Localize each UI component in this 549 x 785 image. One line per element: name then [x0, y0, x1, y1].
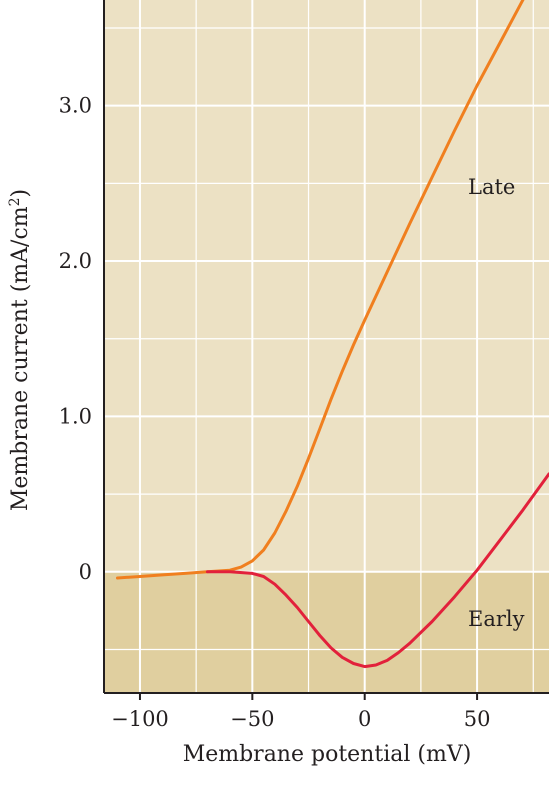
series-label-early: Early [468, 607, 525, 631]
y-axis-title-superscript: 2 [7, 197, 23, 206]
y-tick-label: 1.0 [59, 404, 92, 428]
x-tick-label: −100 [111, 707, 169, 731]
y-tick-label: 2.0 [59, 249, 92, 273]
y-axis-title-close: ) [8, 189, 33, 198]
x-tick-label: −50 [230, 707, 274, 731]
x-axis-title: Membrane potential (mV) [183, 742, 472, 767]
negative-current-region [104, 572, 549, 693]
y-axis-title: Membrane current (mA/cm2) [7, 189, 33, 511]
x-tick-label: 0 [358, 707, 371, 731]
series-label-late: Late [468, 175, 515, 199]
y-tick-label: 3.0 [59, 94, 92, 118]
y-axis-title-main: Membrane current (mA/cm [8, 206, 33, 511]
y-tick-label: 0 [79, 560, 92, 584]
x-tick-label: 50 [464, 707, 491, 731]
